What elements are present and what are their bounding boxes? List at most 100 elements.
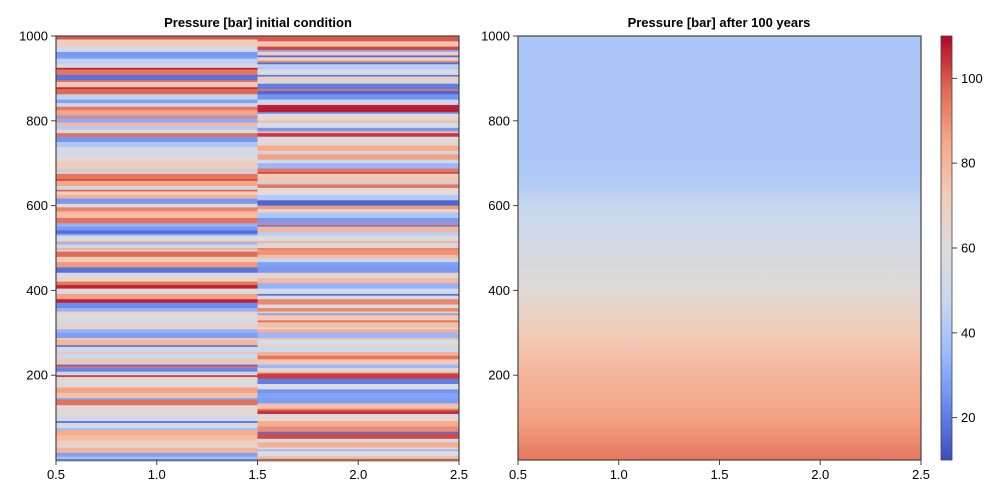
x-tick-label: 2.0 <box>349 467 367 482</box>
heatmap-cell <box>257 41 460 47</box>
heatmap-cell <box>257 410 460 415</box>
heatmap-cell <box>257 447 460 450</box>
heatmap-cell <box>257 299 460 305</box>
heatmap-cell <box>257 154 460 160</box>
heatmap-cell <box>56 456 258 459</box>
heatmap-cell <box>56 110 258 116</box>
heatmap-cell <box>56 262 258 268</box>
heatmap-cell <box>257 249 460 256</box>
y-tick-label: 800 <box>488 113 510 128</box>
heatmap-cell <box>257 327 460 330</box>
y-tick-label: 1000 <box>19 29 48 44</box>
heatmap-cell <box>257 456 460 463</box>
heatmap-cell <box>56 368 258 372</box>
y-tick-label: 400 <box>26 283 48 298</box>
heatmap-cell <box>56 445 258 448</box>
heatmap-cell <box>56 67 258 70</box>
heatmap-cell <box>257 223 460 226</box>
heatmap-cell <box>56 156 258 162</box>
heatmap-cell <box>56 94 258 100</box>
heatmap-cell <box>257 346 460 353</box>
heatmap-cell <box>56 311 258 314</box>
heatmap-cell <box>56 332 258 339</box>
heatmap-cell <box>56 106 258 111</box>
colorbar-tick-label: 80 <box>961 156 975 171</box>
heatmap-cell <box>257 46 460 51</box>
heatmap-cell <box>257 168 460 173</box>
heatmap-cell <box>257 83 460 90</box>
heatmap-cell <box>56 129 258 134</box>
heatmap-cell <box>257 94 460 100</box>
heatmap-cell <box>257 133 460 137</box>
heatmap-cell <box>257 431 460 434</box>
heatmap-cell <box>56 39 258 46</box>
heatmap-cell <box>257 163 460 169</box>
heatmap-cell <box>257 182 460 185</box>
y-tick-label: 200 <box>26 368 48 383</box>
heatmap-cell <box>56 385 258 388</box>
y-tick-label: 200 <box>488 368 510 383</box>
heatmap-cell <box>257 408 460 411</box>
x-tick-label: 1.5 <box>710 467 728 482</box>
heatmap-cell <box>56 359 258 365</box>
heatmap-cell <box>257 371 460 374</box>
heatmap-cell <box>56 74 258 81</box>
heatmap-cell <box>56 133 258 137</box>
heatmap-cell <box>56 103 258 107</box>
y-tick-label: 400 <box>488 283 510 298</box>
heatmap-cell <box>56 142 258 148</box>
heatmap-cell <box>257 74 460 77</box>
heatmap-cell <box>257 76 460 83</box>
heatmap-cell <box>257 212 460 219</box>
heatmap-cell <box>257 242 460 245</box>
colorbar-tick-label: 40 <box>961 325 975 340</box>
heatmap-cell <box>257 398 460 404</box>
heatmap-cell <box>56 36 258 40</box>
heatmap-cell <box>56 207 258 212</box>
heatmap-cell <box>56 398 258 401</box>
heatmap-cell <box>257 111 460 115</box>
heatmap-cell <box>257 403 460 410</box>
heatmap-cell <box>257 311 460 314</box>
heatmap-cell <box>56 64 258 69</box>
heatmap-cell <box>56 354 258 360</box>
heatmap-cell <box>257 81 460 84</box>
heatmap-cell <box>56 318 258 325</box>
heatmap-cell <box>257 62 460 65</box>
heatmap-cell <box>56 242 258 245</box>
heatmap-cell <box>257 293 460 296</box>
heatmap-cell <box>257 99 460 106</box>
heatmap-cell <box>257 150 460 153</box>
heatmap-cell <box>257 122 460 129</box>
heatmap-cell <box>257 295 460 300</box>
heatmap-cell <box>56 447 258 454</box>
heatmap-cell <box>56 375 258 378</box>
heatmap-cell <box>56 415 258 422</box>
heatmap-cell <box>257 315 460 321</box>
heatmap-cell <box>56 387 258 394</box>
heatmap-cell <box>257 55 460 58</box>
heatmap-cell <box>257 339 460 346</box>
heatmap-cell <box>56 380 258 383</box>
x-tick-label: 1.5 <box>248 467 266 482</box>
heatmap-cell <box>257 338 460 341</box>
heatmap-cell <box>257 368 460 372</box>
heatmap-cell <box>56 288 258 295</box>
heatmap-cell <box>257 69 460 76</box>
heatmap-cell <box>56 256 258 263</box>
heatmap-cell <box>257 283 460 289</box>
x-tick-label: 2.0 <box>811 467 829 482</box>
heatmap-cell <box>257 161 460 164</box>
heatmap-cell <box>257 142 460 146</box>
heatmap-cell <box>257 449 460 452</box>
heatmap-cell <box>257 304 460 309</box>
heatmap-cell <box>56 299 258 304</box>
heatmap-cell <box>56 452 258 457</box>
heatmap-cell <box>56 191 258 196</box>
heatmap-cell <box>56 428 258 431</box>
heatmap-cell <box>56 308 258 312</box>
heatmap-cell <box>56 429 258 436</box>
heatmap-cell <box>257 209 460 213</box>
heatmap-cell <box>56 81 258 88</box>
heatmap-cell <box>56 150 258 157</box>
